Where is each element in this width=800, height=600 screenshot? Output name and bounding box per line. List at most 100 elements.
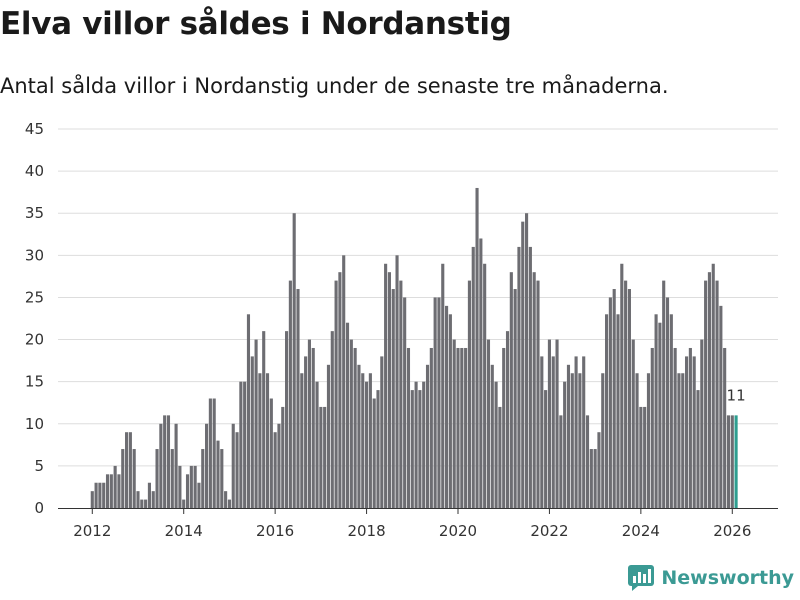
bar <box>185 474 190 508</box>
bar <box>125 432 129 508</box>
bar <box>685 356 689 508</box>
bar <box>205 423 209 508</box>
bar <box>121 449 125 508</box>
bar <box>460 347 464 508</box>
y-tick-label: 5 <box>34 457 44 475</box>
bar <box>281 406 285 508</box>
bar <box>212 398 216 508</box>
bar <box>231 423 235 508</box>
bar <box>521 221 525 508</box>
y-tick-label: 15 <box>25 373 44 391</box>
bar <box>574 356 578 508</box>
bar <box>525 213 529 508</box>
bar <box>265 373 270 508</box>
bar <box>422 381 426 508</box>
bar <box>578 373 582 508</box>
bar <box>589 449 593 508</box>
bar <box>673 347 677 508</box>
y-tick-label: 30 <box>25 246 44 264</box>
bar <box>220 449 224 508</box>
bar <box>163 415 167 508</box>
bar <box>132 449 136 508</box>
bar <box>620 263 624 508</box>
bar <box>582 356 586 508</box>
bar <box>182 499 186 508</box>
bar <box>563 381 567 508</box>
bar <box>650 347 654 508</box>
bar <box>658 322 662 508</box>
bar <box>136 491 140 508</box>
bar <box>144 499 148 508</box>
bar <box>178 465 182 508</box>
bar <box>723 347 727 508</box>
bar <box>201 449 205 508</box>
bar <box>467 280 471 508</box>
x-tick-label: 2018 <box>347 522 385 540</box>
bar <box>384 263 388 508</box>
bar <box>349 339 353 508</box>
bar <box>224 491 228 508</box>
bar <box>624 280 628 508</box>
bar <box>319 406 323 508</box>
bar <box>273 432 277 508</box>
bar <box>345 322 350 508</box>
bar <box>471 246 475 508</box>
bar <box>555 339 559 508</box>
bar <box>707 272 711 508</box>
bar-highlight <box>734 415 738 508</box>
bar <box>704 280 708 508</box>
bar <box>387 272 391 508</box>
bar <box>262 331 266 508</box>
page-title: Elva villor såldes i Nordanstig <box>0 6 512 42</box>
bar <box>391 289 395 508</box>
bar <box>376 390 380 508</box>
bar <box>307 339 311 508</box>
x-tick-label: 2024 <box>622 522 660 540</box>
bar <box>540 356 544 508</box>
bar <box>643 406 647 508</box>
bar <box>361 373 365 508</box>
bar <box>669 314 673 508</box>
bar <box>117 474 121 508</box>
bar <box>536 280 540 508</box>
bar <box>494 381 498 508</box>
x-tick-label: 2012 <box>73 522 111 540</box>
bar <box>380 356 384 508</box>
bar <box>547 339 551 508</box>
bar <box>612 289 616 508</box>
bar <box>429 347 433 508</box>
bar <box>456 347 460 508</box>
bar <box>147 482 151 508</box>
bar <box>90 491 94 508</box>
bar <box>372 398 376 508</box>
bar <box>597 432 601 508</box>
x-tick-label: 2020 <box>439 522 477 540</box>
bar <box>544 390 548 508</box>
bars <box>90 187 738 509</box>
bar <box>292 213 296 508</box>
bar <box>285 331 289 508</box>
bar <box>715 280 719 508</box>
y-tick-label: 45 <box>25 120 44 138</box>
bar <box>109 474 113 508</box>
bar <box>403 297 407 508</box>
bar <box>197 482 201 508</box>
bar <box>258 373 262 508</box>
bar <box>277 423 281 508</box>
bar <box>326 364 331 508</box>
bar <box>479 238 483 509</box>
bar <box>288 280 292 508</box>
x-axis-ticks: 2012 2014 2016 2018 2020 2022 2024 2026 <box>73 508 751 540</box>
bar <box>311 347 315 508</box>
bar <box>570 373 574 508</box>
bar <box>94 482 98 508</box>
y-tick-label: 10 <box>25 415 44 433</box>
bar <box>342 255 346 508</box>
bar <box>635 373 639 508</box>
bar <box>608 297 612 508</box>
bar <box>448 314 452 508</box>
bar <box>243 381 247 508</box>
bar <box>365 381 369 508</box>
bar <box>151 491 155 508</box>
y-tick-label: 25 <box>25 288 44 306</box>
